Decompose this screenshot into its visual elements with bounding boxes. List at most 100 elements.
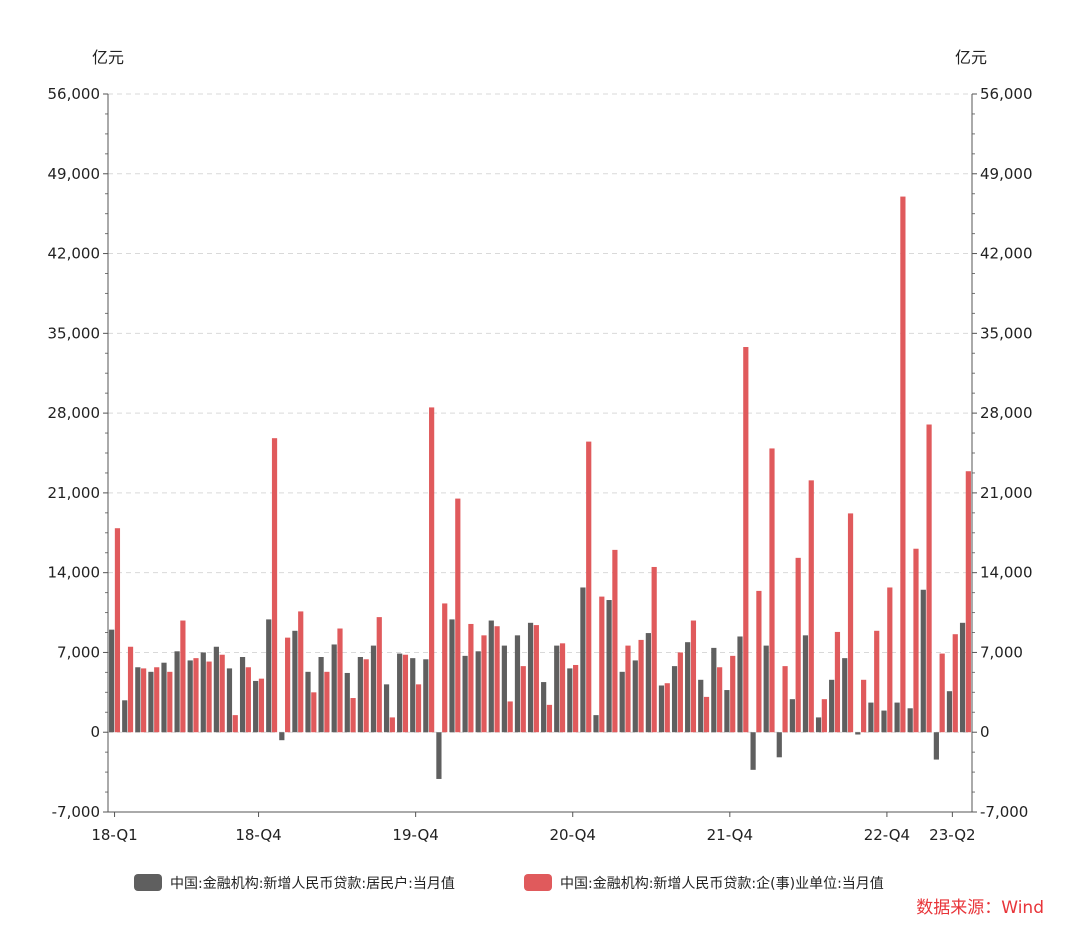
x-tick-label: 19-Q4	[392, 826, 438, 844]
y-tick-label-left: 0	[90, 723, 100, 741]
bar-enterprise	[494, 626, 500, 733]
legend-swatch-household	[134, 874, 162, 891]
bar-enterprise	[743, 347, 749, 733]
bar-enterprise	[520, 666, 526, 733]
bar-enterprise	[350, 698, 356, 733]
bar-enterprise	[389, 717, 395, 733]
bar-enterprise	[402, 654, 409, 733]
bar-enterprise	[546, 704, 553, 733]
bar-enterprise	[847, 513, 854, 733]
x-tick-label: 21-Q4	[707, 826, 753, 844]
bar-household	[632, 660, 638, 733]
y-tick-label-left: 14,000	[48, 564, 101, 582]
legend-label-household: 中国:金融机构:新增人民币贷款:居民户:当月值	[170, 875, 455, 892]
bar-enterprise	[114, 528, 121, 733]
bar-enterprise	[376, 617, 382, 733]
y-tick-label-right: 14,000	[980, 564, 1033, 582]
y-tick-label-left: 28,000	[48, 404, 101, 422]
bar-enterprise	[821, 699, 827, 733]
bar-enterprise	[952, 634, 958, 733]
bar-enterprise	[245, 667, 251, 733]
bar-enterprise	[442, 603, 448, 733]
y-tick-label-right: 28,000	[980, 404, 1033, 422]
bar-household	[305, 671, 311, 733]
bar-household	[357, 657, 363, 733]
bar-household	[527, 622, 534, 733]
bar-household	[253, 680, 259, 733]
bar-household	[213, 646, 219, 733]
bar-household	[449, 619, 455, 733]
y-tick-label-left: -7,000	[52, 803, 100, 821]
bar-enterprise	[874, 630, 880, 733]
bar-enterprise	[834, 631, 841, 733]
x-tick-label: 18-Q1	[91, 826, 137, 844]
bar-enterprise	[900, 196, 906, 733]
bar-household	[292, 630, 298, 733]
bar-enterprise	[141, 668, 147, 733]
bar-household	[802, 635, 809, 733]
bar-household	[593, 715, 599, 733]
bar-household	[370, 645, 377, 733]
bar-household	[685, 642, 691, 733]
bar-household	[423, 659, 429, 733]
source-note: 数据来源：Wind	[916, 898, 1044, 918]
y-tick-label-left: 21,000	[48, 484, 101, 502]
bar-enterprise	[690, 620, 697, 733]
bar-enterprise	[887, 587, 893, 733]
bar-household	[383, 684, 390, 733]
bar-household	[750, 732, 756, 770]
bar-enterprise	[599, 596, 605, 733]
bar-enterprise	[795, 557, 801, 733]
bar-enterprise	[468, 623, 474, 733]
y-tick-label-right: -7,000	[980, 803, 1028, 821]
bar-enterprise	[769, 448, 775, 733]
bar-household	[907, 708, 913, 733]
bar-enterprise	[127, 646, 134, 733]
bar-enterprise	[573, 664, 579, 733]
bar-household	[645, 633, 651, 733]
bar-enterprise	[507, 701, 513, 733]
bar-household	[959, 622, 966, 733]
bar-enterprise	[625, 645, 631, 733]
bar-enterprise	[664, 683, 670, 733]
bar-household	[842, 658, 848, 733]
bar-household	[868, 702, 874, 733]
y-tick-label-right: 49,000	[980, 165, 1033, 183]
bar-enterprise	[206, 661, 212, 733]
bar-household	[266, 619, 272, 733]
bar-household	[397, 653, 403, 733]
bar-household	[541, 682, 547, 733]
bar-enterprise	[154, 667, 160, 733]
bar-household	[122, 700, 128, 733]
bar-enterprise	[651, 566, 657, 733]
bar-enterprise	[429, 407, 435, 733]
bar-household	[554, 645, 560, 733]
bar-household	[279, 732, 285, 741]
legend-swatch-enterprise	[524, 874, 552, 891]
bar-household	[698, 679, 704, 733]
legend: 中国:金融机构:新增人民币贷款:居民户:当月值 中国:金融机构:新增人民币贷款:企…	[134, 874, 884, 892]
bar-enterprise	[939, 653, 945, 733]
bar-household	[135, 667, 141, 733]
legend-label-enterprise: 中国:金融机构:新增人民币贷款:企(事)业单位:当月值	[560, 875, 884, 892]
y-tick-label-right: 0	[980, 723, 990, 741]
bar-household	[920, 589, 926, 733]
y-tick-label-left: 42,000	[48, 245, 101, 263]
bar-household	[187, 660, 193, 733]
bar-enterprise	[717, 667, 723, 733]
bar-enterprise	[219, 654, 225, 733]
bar-household	[331, 644, 337, 733]
bar-enterprise	[258, 678, 265, 733]
bar-household	[933, 732, 939, 760]
bar-enterprise	[285, 637, 291, 733]
bar-enterprise	[533, 625, 539, 733]
bar-enterprise	[232, 715, 238, 733]
bar-household	[789, 699, 795, 733]
y-tick-label-left: 49,000	[48, 165, 101, 183]
bar-household	[475, 651, 481, 733]
bar-household	[501, 645, 507, 733]
bar-household	[763, 645, 769, 733]
y-tick-label-right: 42,000	[980, 245, 1033, 263]
bar-enterprise	[180, 620, 186, 733]
